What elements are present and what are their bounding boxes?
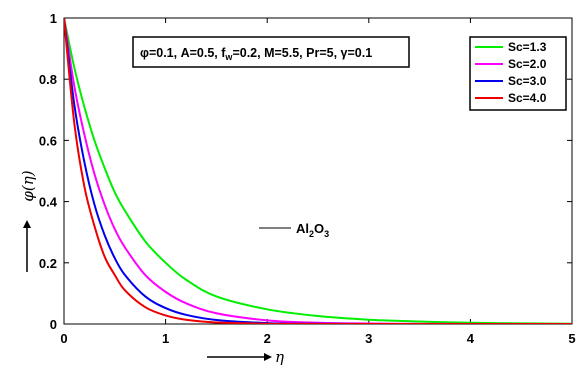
x-axis-label: η <box>275 348 284 366</box>
y-axis-ticks: 0 0.2 0.4 0.6 0.8 1 <box>39 11 572 332</box>
series-lines <box>64 18 572 324</box>
x-tick-label: 5 <box>568 331 575 346</box>
y-axis-label: φ(η) <box>19 170 37 201</box>
x-axis-label-group: η <box>207 348 284 366</box>
y-tick-label: 0.2 <box>39 256 57 271</box>
legend-label: Sc=3.0 <box>508 74 547 88</box>
y-tick-label: 0 <box>50 317 57 332</box>
legend: Sc=1.3 Sc=2.0 Sc=3.0 Sc=4.0 <box>469 36 567 111</box>
x-tick-label: 2 <box>264 331 271 346</box>
legend-label: Sc=4.0 <box>508 91 547 105</box>
parameter-box: φ=0.1, A=0.5, fw=0.2, M=5.5, Pr=5, γ=0.1 <box>132 36 410 68</box>
series-line-sc-3.0 <box>64 18 572 324</box>
x-tick-label: 0 <box>60 331 67 346</box>
legend-label: Sc=1.3 <box>508 40 547 54</box>
nanoparticle-annotation: Al2O3 <box>259 221 329 239</box>
x-tick-label: 4 <box>467 331 475 346</box>
y-axis-label-group: φ(η) <box>19 170 37 272</box>
parameter-text: φ=0.1, A=0.5, fw=0.2, M=5.5, Pr=5, γ=0.1 <box>140 46 372 62</box>
series-line-sc-1.3 <box>64 18 572 324</box>
y-tick-label: 1 <box>50 11 57 26</box>
y-tick-label: 0.8 <box>39 72 57 87</box>
annotation-label: Al2O3 <box>296 221 329 239</box>
series-line-sc-4.0 <box>64 18 572 324</box>
x-tick-label: 1 <box>162 331 169 346</box>
y-tick-label: 0.4 <box>39 195 58 210</box>
y-tick-label: 0.6 <box>39 133 57 148</box>
legend-label: Sc=2.0 <box>508 57 547 71</box>
x-tick-label: 3 <box>365 331 372 346</box>
